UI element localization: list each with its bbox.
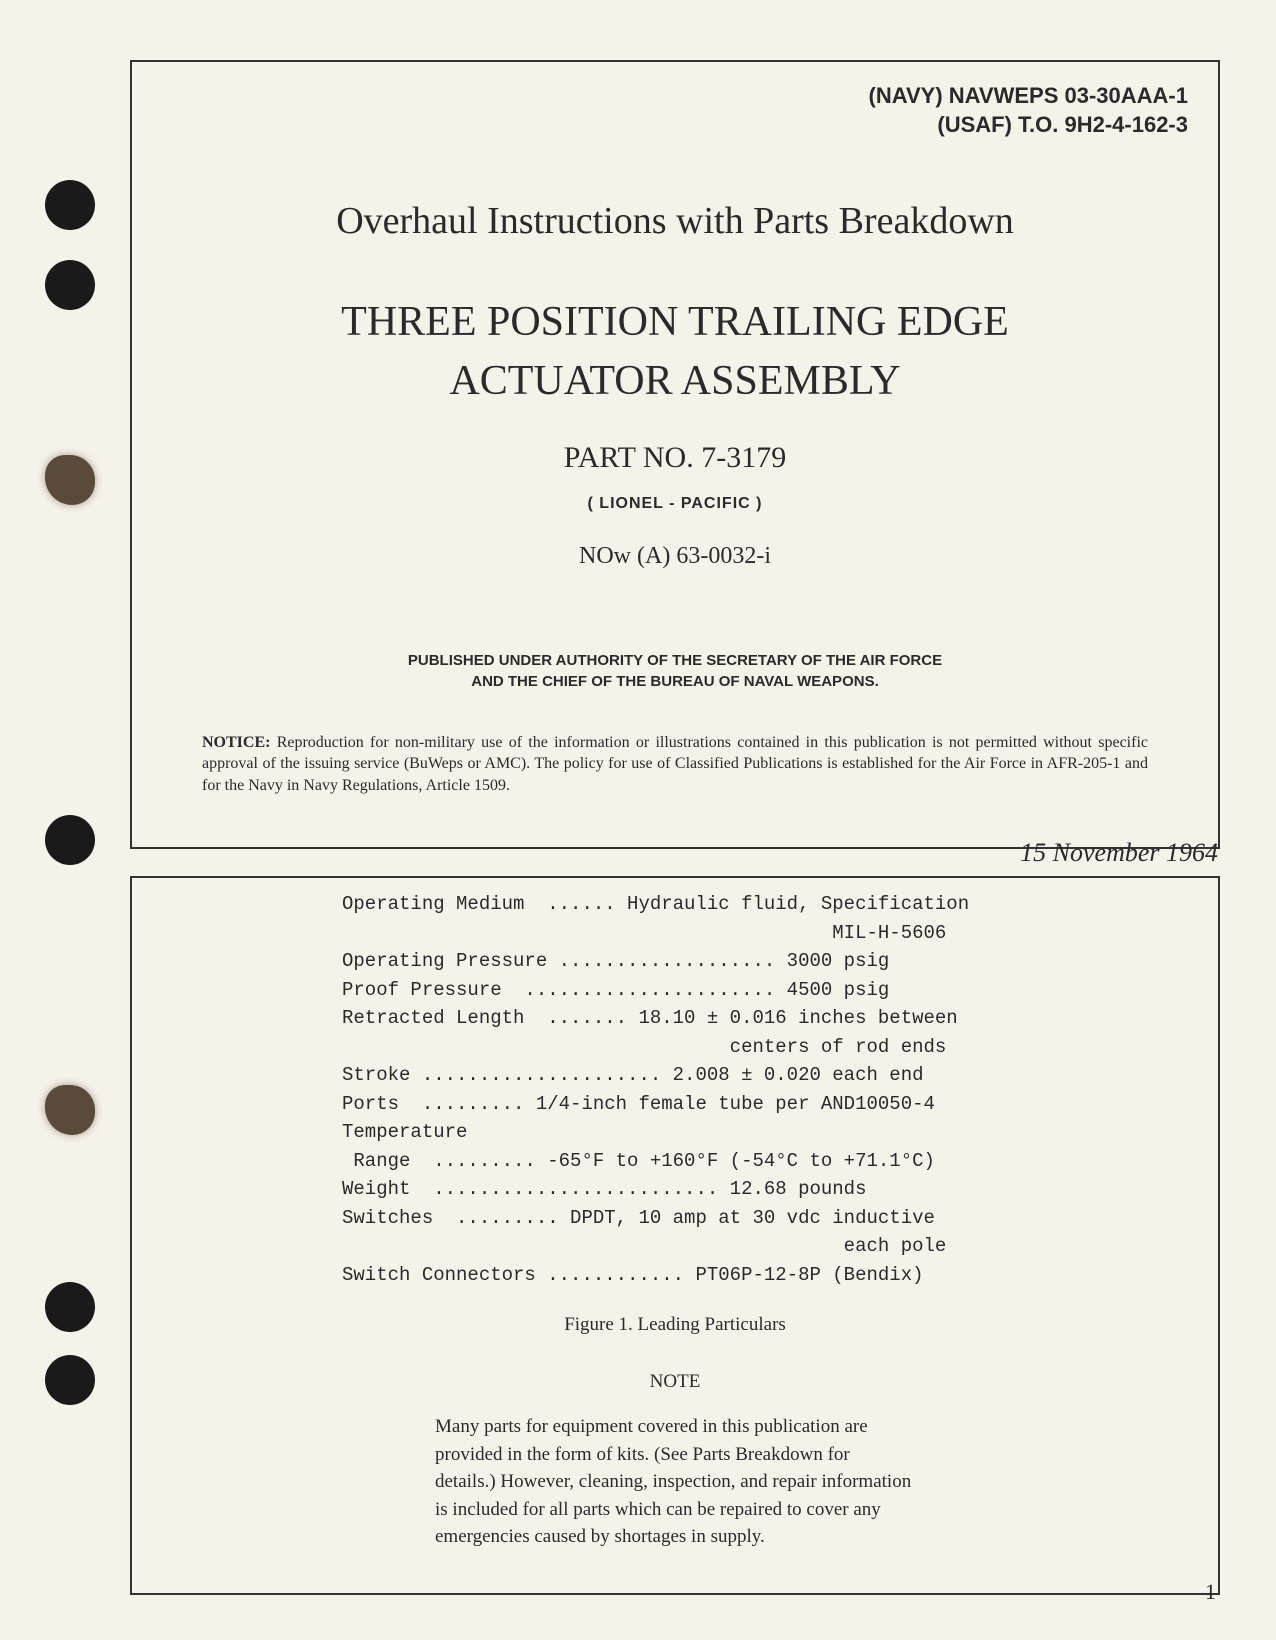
specifications-frame: Operating Medium ...... Hydraulic fluid,… [130, 876, 1220, 1595]
spec-row: Operating Medium ...... Hydraulic fluid,… [342, 890, 1188, 919]
spec-row: centers of rod ends [342, 1033, 1188, 1062]
part-number: PART NO. 7-3179 [192, 441, 1158, 475]
punch-hole [45, 1355, 95, 1405]
main-title-line1: THREE POSITION TRAILING EDGE [192, 293, 1158, 352]
main-title: THREE POSITION TRAILING EDGE ACTUATOR AS… [192, 293, 1158, 411]
spec-row: MIL-H-5606 [342, 919, 1188, 948]
spec-row: Range ......... -65°F to +160°F (-54°C t… [342, 1147, 1188, 1176]
punch-hole [45, 180, 95, 230]
manufacturer-label: ( LIONEL - PACIFIC ) [192, 495, 1158, 513]
usaf-reference: (USAF) T.O. 9H2-4-162-3 [162, 111, 1188, 140]
spec-row: Switch Connectors ............ PT06P-12-… [342, 1261, 1188, 1290]
authority-statement: PUBLISHED UNDER AUTHORITY OF THE SECRETA… [192, 650, 1158, 692]
punch-hole [45, 815, 95, 865]
spec-row: each pole [342, 1232, 1188, 1261]
authority-line1: PUBLISHED UNDER AUTHORITY OF THE SECRETA… [192, 650, 1158, 671]
navy-reference: (NAVY) NAVWEPS 03-30AAA-1 [162, 82, 1188, 111]
spec-row: Proof Pressure ...................... 45… [342, 976, 1188, 1005]
spec-row: Temperature [342, 1118, 1188, 1147]
punch-hole [45, 1085, 95, 1135]
note-body: Many parts for equipment covered in this… [435, 1413, 915, 1551]
punch-hole [45, 455, 95, 505]
spec-row: Switches ......... DPDT, 10 amp at 30 vd… [342, 1204, 1188, 1233]
page-number: 1 [1205, 1579, 1216, 1605]
notice-label: NOTICE: [202, 734, 270, 751]
doc-references: (NAVY) NAVWEPS 03-30AAA-1 (USAF) T.O. 9H… [132, 62, 1218, 149]
title-page-frame: (NAVY) NAVWEPS 03-30AAA-1 (USAF) T.O. 9H… [130, 60, 1220, 849]
note-section: NOTE Many parts for equipment covered in… [162, 1371, 1188, 1551]
notice-text: Reproduction for non-military use of the… [202, 734, 1148, 794]
spec-row: Operating Pressure ................... 3… [342, 947, 1188, 976]
overhaul-title: Overhaul Instructions with Parts Breakdo… [192, 199, 1158, 243]
publication-date: 15 November 1964 [1020, 838, 1218, 868]
punch-hole [45, 1282, 95, 1332]
reproduction-notice: NOTICE: Reproduction for non-military us… [192, 732, 1158, 817]
spec-row: Weight ......................... 12.68 p… [342, 1175, 1188, 1204]
punch-hole [45, 260, 95, 310]
figure-caption: Figure 1. Leading Particulars [162, 1314, 1188, 1336]
authority-line2: AND THE CHIEF OF THE BUREAU OF NAVAL WEA… [192, 671, 1158, 692]
spec-row: Retracted Length ....... 18.10 ± 0.016 i… [342, 1004, 1188, 1033]
main-title-line2: ACTUATOR ASSEMBLY [192, 352, 1158, 411]
note-label: NOTE [162, 1371, 1188, 1393]
title-content: Overhaul Instructions with Parts Breakdo… [132, 149, 1218, 846]
leading-particulars-table: Operating Medium ...... Hydraulic fluid,… [342, 890, 1188, 1289]
spec-row: Stroke ..................... 2.008 ± 0.0… [342, 1061, 1188, 1090]
now-reference: NOw (A) 63-0032-i [192, 543, 1158, 570]
spec-row: Ports ......... 1/4-inch female tube per… [342, 1090, 1188, 1119]
